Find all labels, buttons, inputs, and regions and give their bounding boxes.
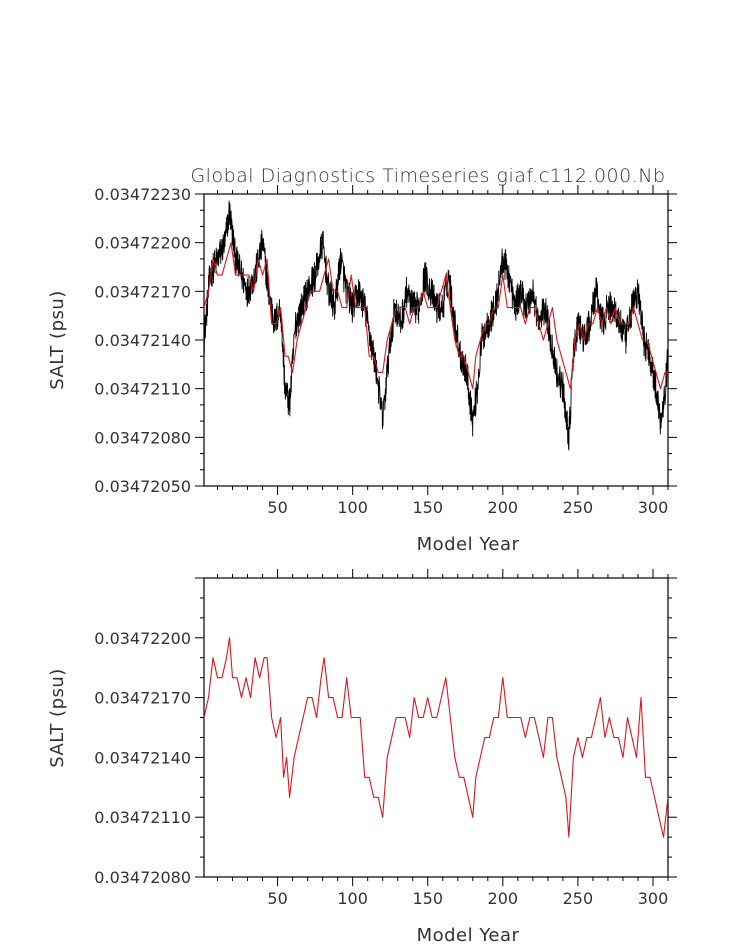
y-tick-label: 0.03472080 xyxy=(94,428,191,447)
series-line-monthly xyxy=(203,200,669,451)
top-panel: 50 100 150 200 250 300 0.03472050 0.03472080 0.0… xyxy=(47,185,677,555)
chart-title: Global Diagnostics Timeseries giaf.c112.… xyxy=(190,165,665,187)
y-tick-label: 0.03472110 xyxy=(94,808,191,827)
y-tick-label: 0.03472170 xyxy=(94,282,191,301)
x-tick-label: 200 xyxy=(488,889,519,908)
x-tick-label: 50 xyxy=(267,889,287,908)
x-tick-label: 250 xyxy=(563,889,594,908)
x-tick-label: 250 xyxy=(563,498,594,517)
y-tick-label: 0.03472140 xyxy=(94,748,191,767)
x-tick-label: 300 xyxy=(638,889,669,908)
plot-frame xyxy=(203,193,669,487)
x-tick-label: 300 xyxy=(638,498,669,517)
y-tick-label: 0.03472170 xyxy=(94,689,191,708)
y-tick-label: 0.03472200 xyxy=(94,234,191,253)
bottom-panel: 50 100 150 200 250 300 0.03472080 0.03472110 0.0… xyxy=(47,569,677,945)
y-tick-label: 0.03472230 xyxy=(94,185,191,204)
series-line-annual xyxy=(203,637,669,838)
x-tick-label: 100 xyxy=(337,498,368,517)
x-tick-label: 150 xyxy=(412,889,443,908)
series-line-annual xyxy=(203,242,668,390)
y-axis-title: SALT (psu) xyxy=(47,290,68,390)
y-tick-label: 0.03472080 xyxy=(94,868,191,887)
y-tick-label: 0.03472140 xyxy=(94,331,191,350)
x-tick-label: 200 xyxy=(488,498,519,517)
y-tick-label: 0.03472110 xyxy=(94,380,191,399)
y-axis-title: SALT (psu) xyxy=(47,668,68,768)
y-tick-label: 0.03472200 xyxy=(94,629,191,648)
x-tick-label: 150 xyxy=(412,498,443,517)
x-axis-title: Model Year xyxy=(417,925,520,945)
x-tick-label: 100 xyxy=(337,889,368,908)
plot-frame xyxy=(203,577,669,878)
x-tick-label: 50 xyxy=(267,498,287,517)
x-axis-title: Model Year xyxy=(417,534,520,555)
y-tick-label: 0.03472050 xyxy=(94,477,191,496)
